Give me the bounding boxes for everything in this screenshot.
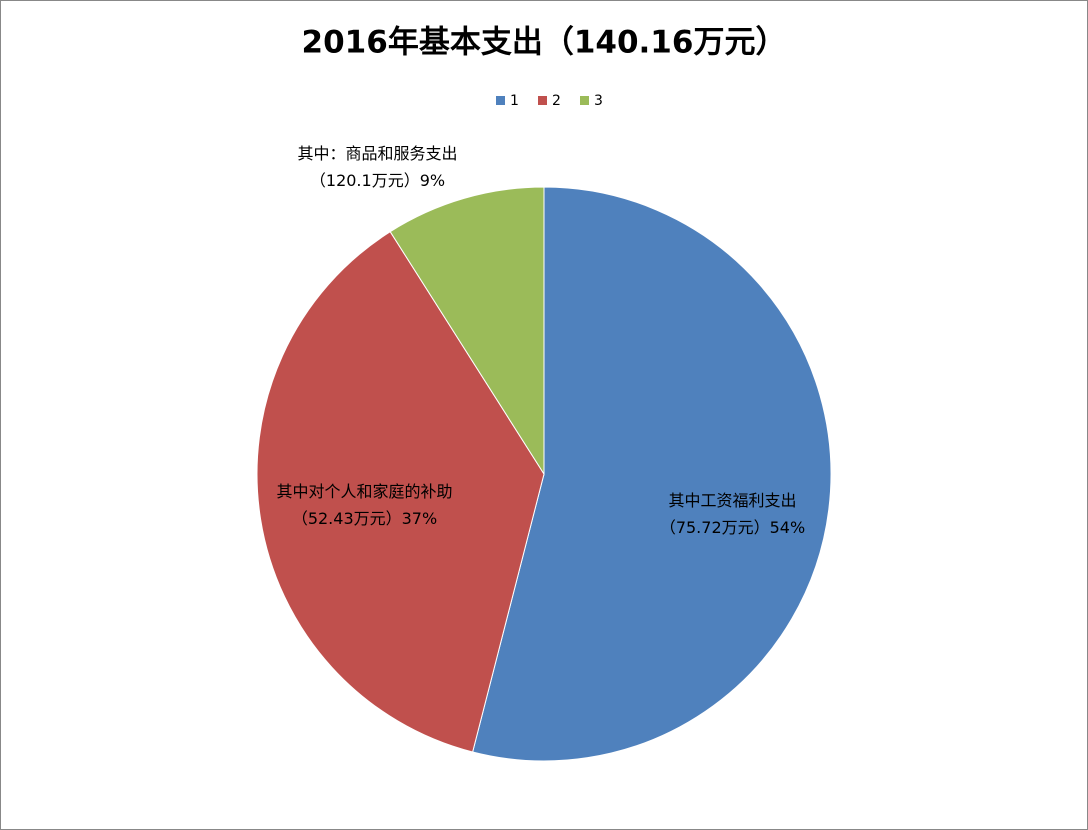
legend-swatch (496, 96, 505, 105)
legend-swatch (538, 96, 547, 105)
pie-slice (472, 186, 832, 762)
data-label: 其中工资福利支出（75.72万元）54% (659, 491, 806, 537)
chart-title: 2016年基本支出（140.16万元） (302, 25, 787, 61)
legend-label: 3 (594, 93, 603, 109)
data-label: 其中对个人和家庭的补助（52.43万元）37% (276, 482, 453, 528)
data-label: 其中：商品和服务支出（120.1万元）9% (297, 144, 458, 190)
legend-label: 1 (510, 93, 519, 109)
pie-slice (389, 186, 545, 476)
legend-swatch (580, 96, 589, 105)
legend-label: 2 (552, 93, 561, 109)
